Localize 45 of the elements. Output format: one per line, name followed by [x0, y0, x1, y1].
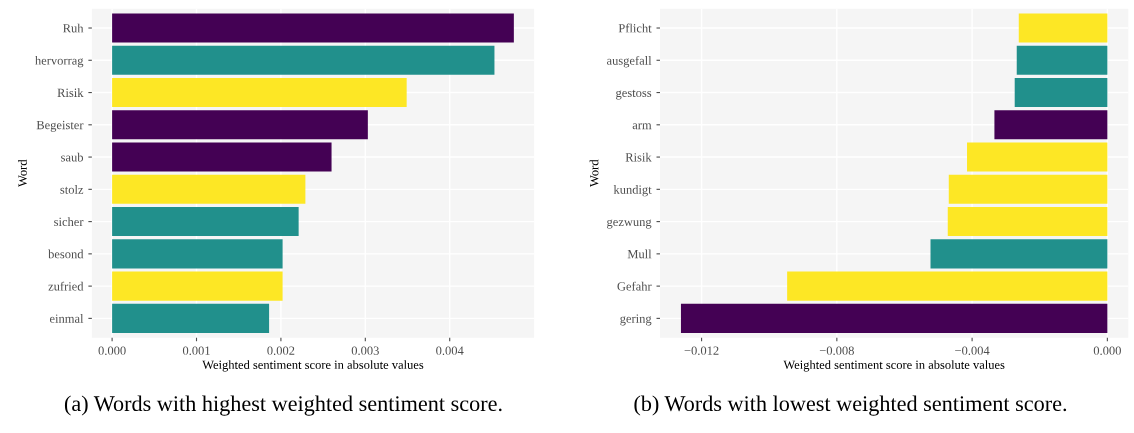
- bar: [112, 239, 283, 269]
- y-tick-label: ausgefall: [606, 55, 652, 68]
- y-tick-label: Ruh: [63, 23, 84, 33]
- bar: [112, 13, 514, 43]
- y-axis-title: Word: [18, 159, 27, 187]
- y-tick-label: arm: [632, 123, 652, 130]
- bar: [112, 174, 306, 204]
- x-tick-label: 0.000: [1093, 346, 1121, 355]
- bar: [112, 207, 299, 237]
- bar: [112, 271, 283, 301]
- y-tick-label: stolz: [60, 184, 84, 194]
- x-axis-title: Weighted sentiment score in absolute values: [202, 360, 424, 372]
- y-axis-title: Word: [589, 159, 599, 187]
- y-tick-label: besond: [48, 249, 84, 259]
- y-tick-label: einmal: [49, 314, 84, 323]
- x-tick-label: 0.002: [267, 346, 295, 355]
- bar: [112, 110, 368, 140]
- y-tick-label: Mull: [627, 249, 652, 259]
- bar: [112, 142, 332, 172]
- y-tick-label: gering: [620, 314, 652, 326]
- y-tick-label: gestoss: [616, 89, 652, 100]
- y-tick-label: Begeister: [36, 120, 84, 132]
- bar: [112, 78, 407, 108]
- y-tick-label: kundigt: [613, 184, 652, 197]
- x-tick-label: 0.001: [182, 346, 210, 355]
- x-tick-label: 0.004: [436, 346, 464, 355]
- y-tick-label: saub: [61, 152, 84, 162]
- y-tick-label: Risik: [57, 88, 84, 97]
- y-tick-label: Risik: [625, 152, 652, 162]
- x-tick-label: −0.008: [819, 346, 854, 355]
- bar: [112, 45, 495, 75]
- y-tick-label: sicher: [54, 217, 84, 227]
- text: (a) Words with highest weighted sentiment score.: [64, 395, 502, 416]
- x-tick-label: −0.004: [955, 346, 990, 355]
- x-tick-label: 0.000: [98, 346, 126, 355]
- y-tick-label: zufried: [48, 281, 84, 291]
- text: (b) Words with lowest weighted sentiment score.: [634, 395, 1067, 416]
- y-tick-label: gezwung: [607, 219, 652, 229]
- bar: [112, 303, 270, 333]
- x-axis-title: Weighted sentiment score in absolute values: [783, 360, 1005, 372]
- x-tick-label: 0.003: [351, 346, 379, 355]
- y-tick-label: hervorrag: [35, 55, 84, 68]
- y-tick-label: Gefahr: [617, 281, 652, 291]
- y-tick-label: Pflicht: [618, 23, 652, 33]
- x-tick-label: −0.012: [684, 346, 719, 355]
